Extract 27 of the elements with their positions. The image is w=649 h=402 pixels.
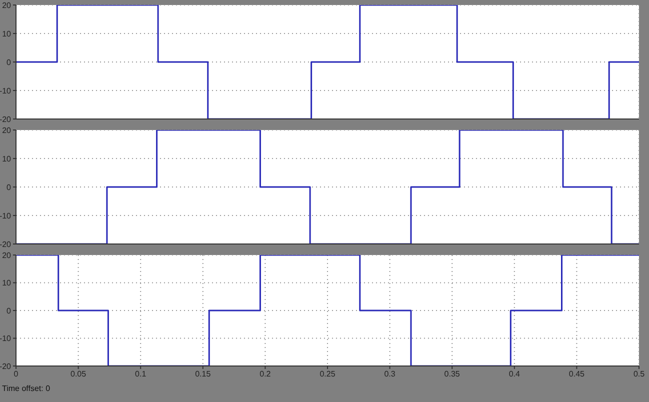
x-tick-label: 0.3 bbox=[384, 370, 396, 379]
x-tick-label: 0.5 bbox=[633, 370, 646, 379]
y-tick-label: 0 bbox=[6, 306, 12, 316]
y-tick-label: -10 bbox=[0, 86, 12, 96]
y-tick-label: 20 bbox=[2, 250, 12, 260]
x-tick-label: 0.15 bbox=[195, 370, 212, 379]
x-tick-label: 0.25 bbox=[320, 370, 336, 379]
x-tick-label: 0 bbox=[14, 370, 19, 379]
y-tick-label: -10 bbox=[0, 334, 12, 344]
y-tick-label: 20 bbox=[2, 0, 12, 10]
x-tick-label: 0.1 bbox=[135, 370, 147, 379]
x-tick-label: 0.4 bbox=[508, 370, 521, 379]
y-tick-label: 10 bbox=[2, 278, 12, 288]
y-tick-label: 10 bbox=[2, 29, 12, 38]
x-tick-label: 0.45 bbox=[568, 370, 586, 379]
y-tick-label: -20 bbox=[0, 240, 12, 249]
y-tick-label: -10 bbox=[0, 211, 12, 220]
y-tick-label: 0 bbox=[6, 182, 12, 192]
y-tick-label: -20 bbox=[0, 114, 12, 124]
text: Time offset: 0 bbox=[1, 384, 52, 393]
y-tick-label: 0 bbox=[6, 58, 12, 67]
y-tick-label: 10 bbox=[2, 154, 12, 164]
x-tick-label: 0.2 bbox=[260, 370, 272, 379]
y-tick-label: -20 bbox=[0, 362, 12, 371]
x-tick-label: 0.05 bbox=[70, 370, 87, 379]
x-tick-label: 0.35 bbox=[444, 370, 460, 379]
y-tick-label: 20 bbox=[2, 126, 12, 135]
